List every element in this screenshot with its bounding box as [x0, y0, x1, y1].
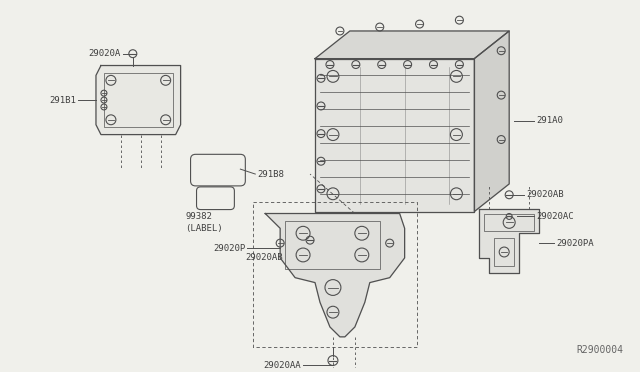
Text: 29020AA: 29020AA: [264, 361, 301, 370]
Text: R2900004: R2900004: [577, 344, 623, 355]
Bar: [285, 221, 380, 269]
Text: 29020PA: 29020PA: [556, 238, 593, 248]
Text: 291A0: 291A0: [536, 116, 563, 125]
Bar: [494, 238, 514, 266]
Bar: [484, 214, 534, 231]
Polygon shape: [265, 214, 404, 337]
Text: 29020A: 29020A: [88, 49, 121, 58]
Text: 29020AB: 29020AB: [526, 190, 564, 199]
Polygon shape: [474, 31, 509, 212]
Text: 29020P: 29020P: [213, 244, 245, 253]
Text: (LABEL): (LABEL): [186, 224, 223, 233]
Polygon shape: [479, 209, 539, 273]
Text: 99382: 99382: [186, 212, 212, 221]
Text: 291B1: 291B1: [49, 96, 76, 105]
Polygon shape: [315, 59, 474, 212]
Text: 291B8: 291B8: [257, 170, 284, 179]
Bar: [104, 73, 173, 127]
Text: 29020AC: 29020AC: [536, 212, 573, 221]
Polygon shape: [315, 31, 509, 59]
Text: 29020AB: 29020AB: [246, 253, 283, 262]
Polygon shape: [96, 65, 180, 135]
